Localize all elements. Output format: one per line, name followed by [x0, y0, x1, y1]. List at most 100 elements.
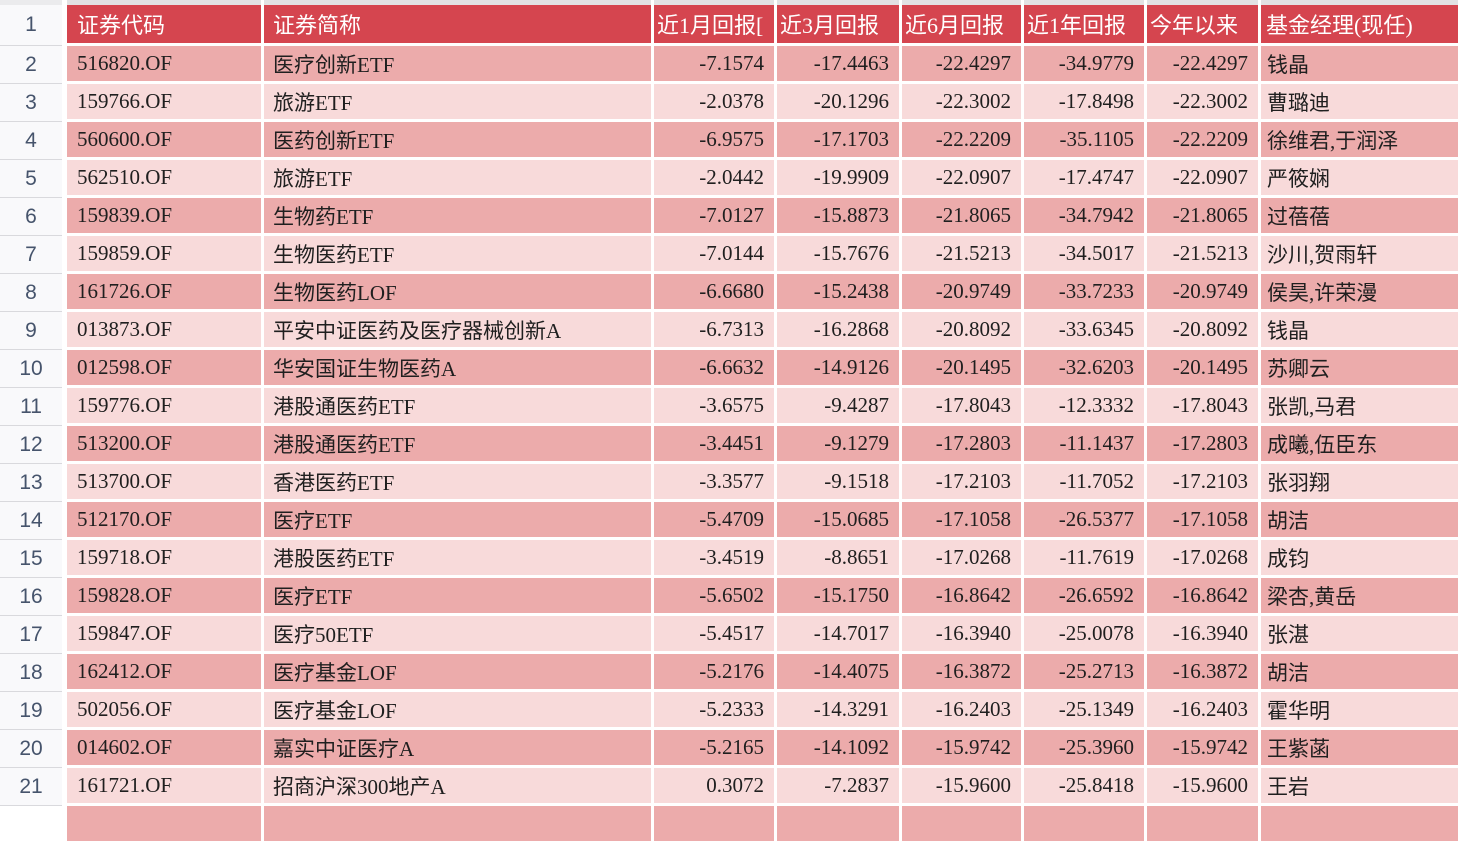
row-number[interactable]: 19 [0, 692, 62, 730]
cell-name[interactable]: 港股通医药ETF [264, 388, 651, 423]
cell-manager[interactable]: 霍华明 [1261, 692, 1458, 727]
cell-ytd[interactable]: -20.1495 [1147, 350, 1258, 385]
cell-m3[interactable]: -16.2868 [777, 312, 899, 347]
cell-ytd[interactable]: -17.8043 [1147, 388, 1258, 423]
cell-y1[interactable]: -12.3332 [1024, 388, 1144, 423]
cell-y1[interactable]: -25.2713 [1024, 654, 1144, 689]
cell-name[interactable]: 生物医药ETF [264, 236, 651, 271]
cell-manager[interactable]: 梁杏,黄岳 [1261, 578, 1458, 613]
cell-m1[interactable]: -5.6502 [654, 578, 774, 613]
cell-m3[interactable]: -9.4287 [777, 388, 899, 423]
cell-code[interactable]: 516820.OF [67, 46, 261, 81]
cell-m6[interactable]: -16.3872 [902, 654, 1021, 689]
cell-m6[interactable]: -22.4297 [902, 46, 1021, 81]
cell-m6[interactable]: -21.5213 [902, 236, 1021, 271]
cell-ytd[interactable]: -21.5213 [1147, 236, 1258, 271]
cell-m1[interactable]: -7.0144 [654, 236, 774, 271]
cell-name[interactable]: 港股通医药ETF [264, 426, 651, 461]
cell-y1[interactable]: -33.7233 [1024, 274, 1144, 309]
cell-m6[interactable]: -16.2403 [902, 692, 1021, 727]
cell-m1[interactable]: -3.3577 [654, 464, 774, 499]
cell-y1[interactable]: -25.0078 [1024, 616, 1144, 651]
cell-m6[interactable]: -16.8642 [902, 578, 1021, 613]
cell-m6[interactable]: -15.9742 [902, 730, 1021, 765]
column-header-y1[interactable]: 近1年回报 [1024, 5, 1144, 43]
cell-name[interactable]: 医疗基金LOF [264, 692, 651, 727]
row-number[interactable]: 11 [0, 388, 62, 426]
cell-code[interactable]: 513200.OF [67, 426, 261, 461]
cell-ytd[interactable]: -20.8092 [1147, 312, 1258, 347]
cell-y1[interactable]: -32.6203 [1024, 350, 1144, 385]
cell-y1[interactable]: -17.8498 [1024, 84, 1144, 119]
cell-ytd[interactable]: -16.8642 [1147, 578, 1258, 613]
cell-m6[interactable]: -17.8043 [902, 388, 1021, 423]
cell-m3[interactable]: -19.9909 [777, 160, 899, 195]
cell-ytd[interactable]: -15.9742 [1147, 730, 1258, 765]
row-number[interactable]: 6 [0, 198, 62, 236]
cell-code[interactable]: 014602.OF [67, 730, 261, 765]
cell-m3[interactable]: -14.4075 [777, 654, 899, 689]
cell-m1[interactable]: -5.4517 [654, 616, 774, 651]
cell-manager[interactable]: 成曦,伍臣东 [1261, 426, 1458, 461]
column-header-name[interactable]: 证券简称 [264, 5, 651, 43]
cell-ytd[interactable]: -17.0268 [1147, 540, 1258, 575]
row-number[interactable]: 21 [0, 768, 62, 806]
cell-manager[interactable]: 王岩 [1261, 768, 1458, 803]
cell-manager[interactable]: 严筱娴 [1261, 160, 1458, 195]
cell-manager[interactable]: 张凯,马君 [1261, 388, 1458, 423]
row-number[interactable]: 18 [0, 654, 62, 692]
cell-m6[interactable]: -17.1058 [902, 502, 1021, 537]
cell-m6[interactable]: -17.0268 [902, 540, 1021, 575]
cell-name[interactable]: 旅游ETF [264, 160, 651, 195]
cell-m6[interactable]: -21.8065 [902, 198, 1021, 233]
cell-m1[interactable]: -6.7313 [654, 312, 774, 347]
cell-m6[interactable]: -17.2103 [902, 464, 1021, 499]
cell-m6[interactable]: -16.3940 [902, 616, 1021, 651]
row-number[interactable]: 9 [0, 312, 62, 350]
cell-m6[interactable]: -15.9600 [902, 768, 1021, 803]
cell-y1[interactable]: -25.1349 [1024, 692, 1144, 727]
cell-y1[interactable]: -33.6345 [1024, 312, 1144, 347]
column-header-code[interactable]: 证券代码 [67, 5, 261, 43]
cell-name[interactable]: 嘉实中证医疗A [264, 730, 651, 765]
cell-m3[interactable]: -15.0685 [777, 502, 899, 537]
cell-code[interactable]: 159766.OF [67, 84, 261, 119]
cell-manager[interactable]: 曹璐迪 [1261, 84, 1458, 119]
cell-name[interactable]: 医疗50ETF [264, 616, 651, 651]
column-header-m3[interactable]: 近3月回报 [777, 5, 899, 43]
cell-m3[interactable]: -14.7017 [777, 616, 899, 651]
cell-name[interactable]: 医疗ETF [264, 502, 651, 537]
cell-m1[interactable]: -6.6632 [654, 350, 774, 385]
cell-code[interactable]: 161721.OF [67, 768, 261, 803]
cell-y1[interactable]: -25.3960 [1024, 730, 1144, 765]
cell-m1[interactable]: -6.9575 [654, 122, 774, 157]
row-number[interactable]: 8 [0, 274, 62, 312]
cell-ytd[interactable]: -22.2209 [1147, 122, 1258, 157]
cell-manager[interactable]: 徐维君,于润泽 [1261, 122, 1458, 157]
cell-m3[interactable]: -15.1750 [777, 578, 899, 613]
cell-ytd[interactable]: -22.0907 [1147, 160, 1258, 195]
cell-m3[interactable]: -9.1518 [777, 464, 899, 499]
cell-m6[interactable]: -17.2803 [902, 426, 1021, 461]
row-number[interactable]: 2 [0, 46, 62, 84]
cell-m6[interactable]: -22.2209 [902, 122, 1021, 157]
cell-code[interactable]: 562510.OF [67, 160, 261, 195]
cell-ytd[interactable]: -15.9600 [1147, 768, 1258, 803]
cell-code[interactable]: 512170.OF [67, 502, 261, 537]
cell-m3[interactable]: -15.7676 [777, 236, 899, 271]
cell-m3[interactable]: -14.3291 [777, 692, 899, 727]
cell-code[interactable]: 159859.OF [67, 236, 261, 271]
cell-y1[interactable]: -34.9779 [1024, 46, 1144, 81]
cell-manager[interactable]: 胡洁 [1261, 502, 1458, 537]
cell-ytd[interactable]: -16.3872 [1147, 654, 1258, 689]
cell-m1[interactable]: -3.4451 [654, 426, 774, 461]
cell-m3[interactable]: -15.2438 [777, 274, 899, 309]
cell-m1[interactable]: -2.0378 [654, 84, 774, 119]
cell-y1[interactable]: -17.4747 [1024, 160, 1144, 195]
cell-m6[interactable]: -20.8092 [902, 312, 1021, 347]
row-number[interactable]: 7 [0, 236, 62, 274]
cell-m1[interactable]: -2.0442 [654, 160, 774, 195]
cell-name[interactable]: 医药创新ETF [264, 122, 651, 157]
cell-m6[interactable]: -20.1495 [902, 350, 1021, 385]
cell-y1[interactable]: -26.5377 [1024, 502, 1144, 537]
